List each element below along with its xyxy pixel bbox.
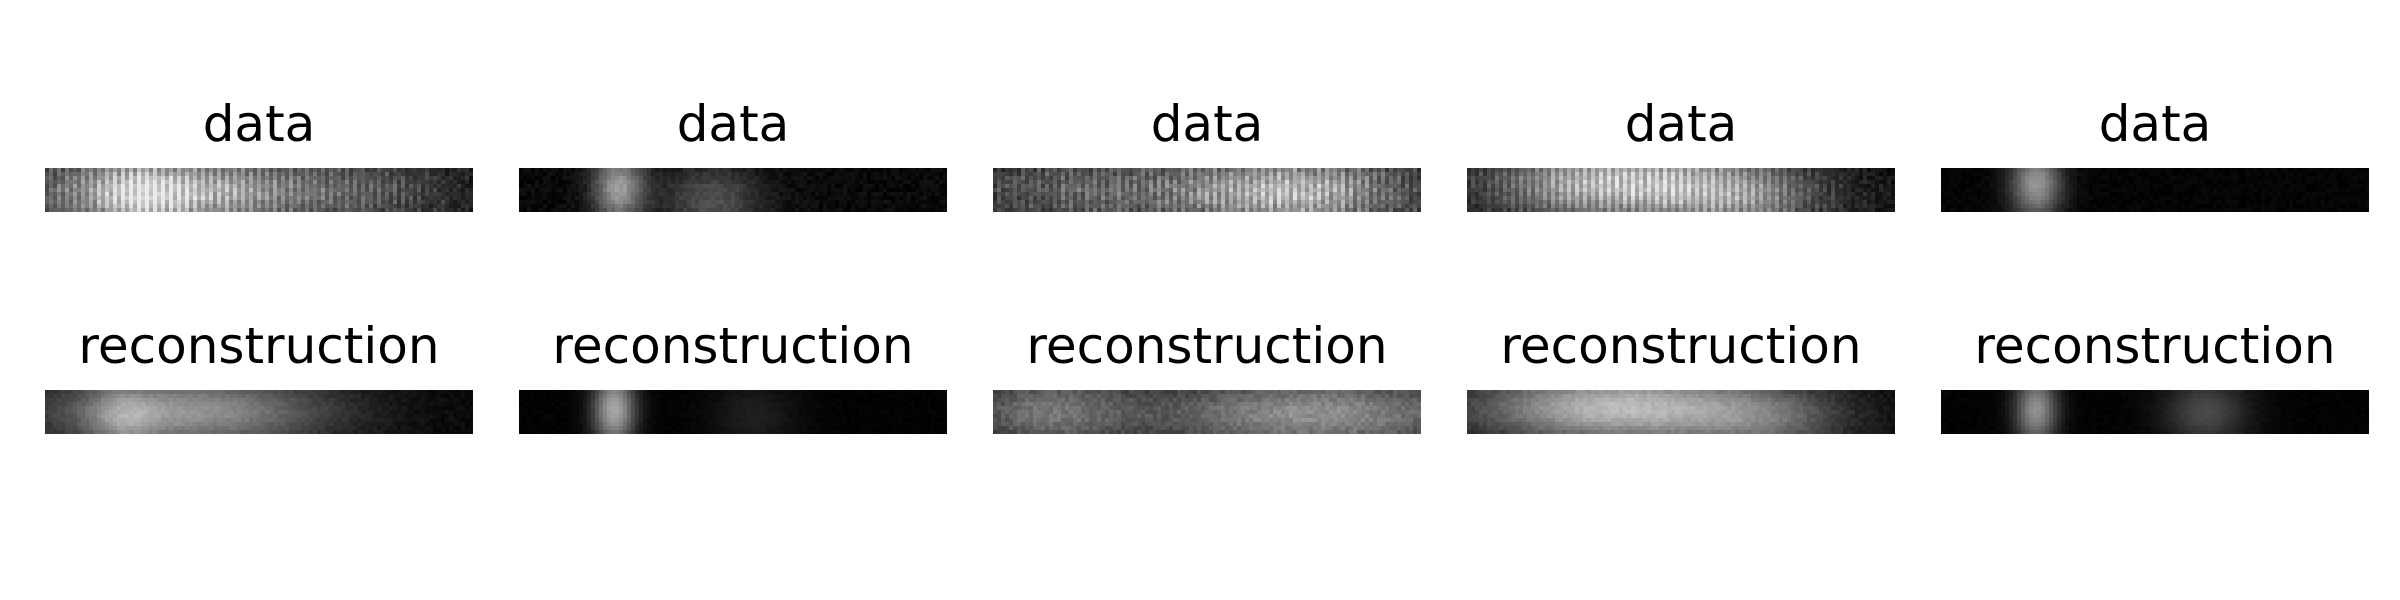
panel-title: data: [202, 95, 316, 153]
panel-title: data: [1624, 95, 1738, 153]
panel-0-1: data: [519, 96, 947, 212]
panel-title: reconstruction: [1500, 317, 1862, 375]
grayscale-image: [993, 168, 1421, 212]
grayscale-image: [45, 390, 473, 434]
panel-0-3: data: [1467, 96, 1895, 212]
grayscale-image: [519, 168, 947, 212]
grayscale-image: [993, 390, 1421, 434]
grayscale-image: [1467, 168, 1895, 212]
panel-0-0: data: [45, 96, 473, 212]
panel-title: data: [676, 95, 790, 153]
panel-title: reconstruction: [1026, 317, 1388, 375]
grayscale-image: [1941, 168, 2369, 212]
panel-1-3: reconstruction: [1467, 318, 1895, 434]
panel-1-4: reconstruction: [1941, 318, 2369, 434]
panel-title: reconstruction: [552, 317, 914, 375]
grayscale-image: [1941, 390, 2369, 434]
panel-0-4: data: [1941, 96, 2369, 212]
panel-1-2: reconstruction: [993, 318, 1421, 434]
panel-1-0: reconstruction: [45, 318, 473, 434]
panel-1-1: reconstruction: [519, 318, 947, 434]
panel-0-2: data: [993, 96, 1421, 212]
panel-title: data: [2098, 95, 2212, 153]
grayscale-image: [45, 168, 473, 212]
panel-title: reconstruction: [1974, 317, 2336, 375]
grayscale-image: [1467, 390, 1895, 434]
grayscale-image: [519, 390, 947, 434]
panel-title: data: [1150, 95, 1264, 153]
panel-title: reconstruction: [78, 317, 440, 375]
